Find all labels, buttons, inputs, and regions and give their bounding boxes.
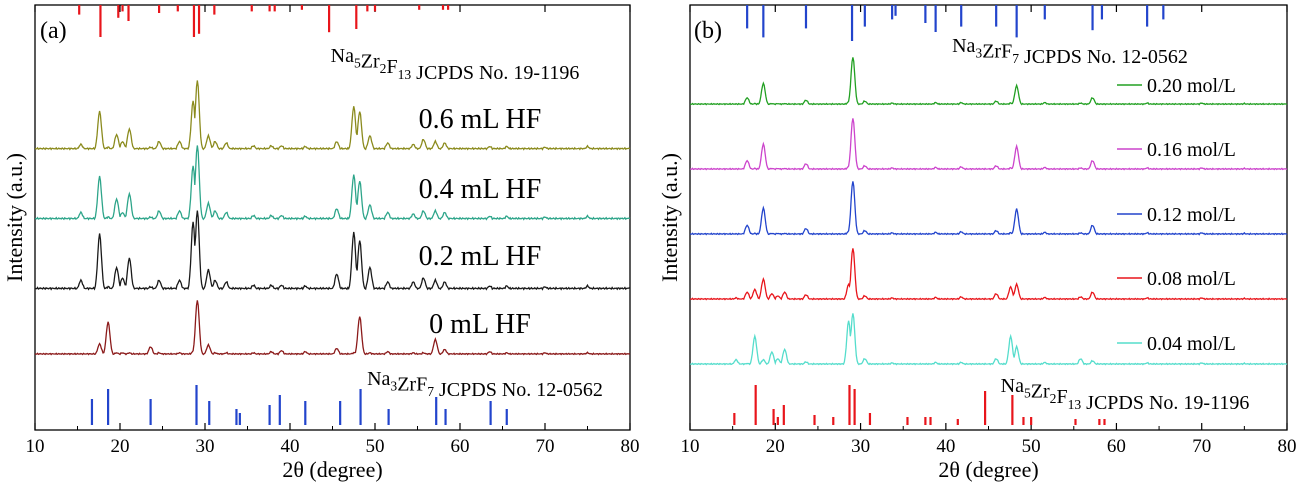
series-label: 0.04 mol/L (1147, 333, 1236, 355)
x-tick-label: 80 (1278, 436, 1297, 457)
x-tick-label: 10 (681, 436, 700, 457)
x-tick-label: 70 (536, 436, 555, 457)
x-axis-label: 2θ (degree) (282, 457, 382, 482)
x-tick-label: 60 (451, 436, 470, 457)
series-label: 0.4 mL HF (419, 174, 542, 205)
reference-bottom-label: Na3ZrF7 JCPDS No. 12-0562 (367, 368, 603, 401)
y-axis-label: Intensity (a.u.) (2, 153, 27, 282)
x-tick-label: 80 (621, 436, 640, 457)
series-line (34, 80, 631, 151)
x-tick-label: 10 (26, 436, 45, 457)
series-line (689, 313, 1288, 366)
series-line (689, 57, 1288, 106)
series-label: 0.20 mol/L (1147, 75, 1236, 97)
x-tick-label: 40 (936, 436, 955, 457)
x-tick-label: 40 (281, 436, 300, 457)
series-line (34, 300, 631, 356)
panel-label: (b) (694, 18, 722, 44)
x-tick-label: 30 (851, 436, 870, 457)
series-label: 0.12 mol/L (1147, 204, 1236, 226)
reference-top-label: Na3ZrF7 JCPDS No. 12-0562 (952, 35, 1188, 68)
series-line (34, 210, 631, 291)
y-axis-label: Intensity (a.u.) (657, 153, 682, 282)
series-label: 0 mL HF (429, 309, 531, 340)
x-tick-label: 30 (196, 436, 215, 457)
series-label: 0.16 mol/L (1147, 139, 1236, 161)
panel-label: (a) (40, 18, 67, 44)
x-tick-label: 50 (1022, 436, 1041, 457)
x-tick-label: 20 (111, 436, 130, 457)
series-line (34, 145, 631, 221)
panel-a: 10 20 30 40 50 60 70 80 2θ (degree) Intensity (a.… (2, 4, 640, 482)
reference-top-label: Na5Zr2F13 JCPDS No. 19-1196 (331, 45, 580, 84)
series-label: 0.6 mL HF (419, 104, 542, 135)
x-tick-label: 60 (1107, 436, 1126, 457)
x-tick-label: 50 (366, 436, 385, 457)
x-tick-label: 20 (766, 436, 785, 457)
series-line (689, 118, 1288, 171)
x-axis-label: 2θ (degree) (938, 457, 1038, 482)
series-line (689, 248, 1288, 301)
series-label: 0.2 mL HF (419, 241, 542, 272)
x-tick-label: 70 (1192, 436, 1211, 457)
panel-b: 10 20 30 40 50 60 70 80 2θ (degree) Intensity (a.… (657, 4, 1297, 482)
series-line (689, 181, 1288, 236)
reference-bottom-label: Na5Zr2F13 JCPDS No. 19-1196 (1001, 375, 1250, 414)
series-label: 0.08 mol/L (1147, 268, 1236, 290)
